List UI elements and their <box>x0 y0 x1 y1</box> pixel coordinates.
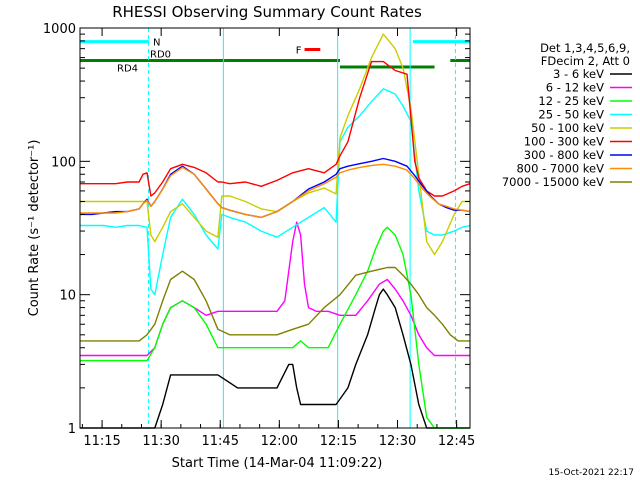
vline-layer <box>148 28 456 428</box>
annotation-label-n: N <box>153 38 160 49</box>
legend: Det 1,3,4,5,6,9,FDecim 2, Att 03 - 6 keV… <box>502 41 632 189</box>
y-axis: 1 10 100 1000 <box>43 22 470 437</box>
series-layer <box>80 33 471 429</box>
legend-label-7: 800 - 7000 keV <box>516 162 604 176</box>
legend-label-1: 6 - 12 keV <box>546 81 604 95</box>
x-axis: 11:15 11:30 11:45 12:00 12:15 12:30 12:45 <box>81 28 475 449</box>
plot-frame <box>79 27 471 429</box>
chart-title: RHESSI Observing Summary Count Rates <box>112 3 422 21</box>
series-line-5 <box>80 60 471 197</box>
annotation-label-rd4: RD4 <box>117 64 138 75</box>
y-tick-label-0: 1 <box>68 422 76 437</box>
legend-header-1: FDecim 2, Att 0 <box>541 54 630 68</box>
x-tick-label-5: 12:30 <box>379 434 416 449</box>
legend-label-6: 300 - 800 keV <box>524 148 604 162</box>
x-tick-label-2: 11:45 <box>202 434 239 449</box>
annotation-label-f: F <box>296 45 302 56</box>
legend-header-0: Det 1,3,4,5,6,9, <box>540 41 630 55</box>
legend-label-5: 100 - 300 keV <box>524 135 604 149</box>
footer-timestamp: 15-Oct-2021 22:17 <box>549 468 634 478</box>
y-tick-label-1: 10 <box>59 289 76 304</box>
y-tick-label-2: 100 <box>51 155 76 170</box>
y-axis-label: Count Rate (s⁻¹ detector⁻¹) <box>27 140 42 317</box>
series-line-7 <box>80 163 471 219</box>
legend-label-0: 3 - 6 keV <box>553 67 604 81</box>
x-tick-label-6: 12:45 <box>438 434 475 449</box>
legend-label-3: 25 - 50 keV <box>538 108 604 122</box>
x-tick-label-4: 12:15 <box>320 434 357 449</box>
x-tick-label-0: 11:15 <box>83 434 120 449</box>
x-tick-label-3: 12:00 <box>261 434 298 449</box>
series-line-8 <box>80 266 470 342</box>
legend-label-2: 12 - 25 keV <box>538 94 604 108</box>
series-line-2 <box>80 226 470 429</box>
legend-label-8: 7000 - 15000 keV <box>502 175 604 189</box>
series-line-3 <box>80 88 471 296</box>
legend-label-4: 50 - 100 keV <box>531 121 604 135</box>
annotation-label-rd0: RD0 <box>150 50 171 61</box>
x-tick-label-1: 11:30 <box>142 434 179 449</box>
y-tick-label-3: 1000 <box>43 22 76 37</box>
series-line-0 <box>80 288 470 429</box>
x-axis-label: Start Time (14-Mar-04 11:09:22) <box>172 456 383 471</box>
